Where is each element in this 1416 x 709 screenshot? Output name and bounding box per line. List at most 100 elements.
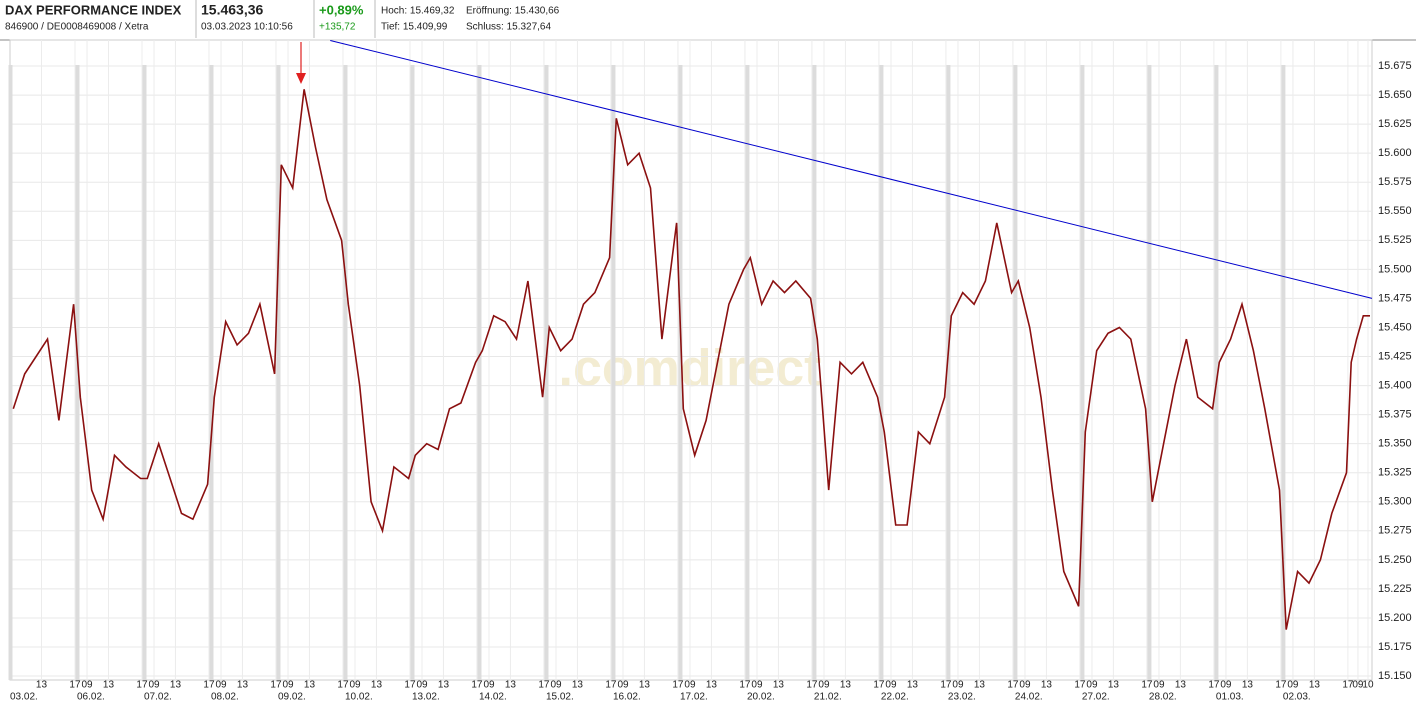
x-tick-label: 17 <box>203 680 215 691</box>
day-separator <box>1147 65 1152 680</box>
day-separator <box>946 65 951 680</box>
x-tick-label: 09 <box>483 680 495 691</box>
subtitle: 846900 / DE0008469008 / Xetra <box>5 22 149 33</box>
y-tick-label: 15.175 <box>1378 641 1412 653</box>
x-tick-label: 13 <box>103 680 115 691</box>
x-tick-label: 17 <box>538 680 550 691</box>
y-tick-label: 15.650 <box>1378 89 1412 101</box>
x-tick-label: 13 <box>304 680 316 691</box>
change-pct: +0,89% <box>319 2 364 17</box>
close: Schluss: 15.327,64 <box>466 22 551 33</box>
y-tick-label: 15.575 <box>1378 176 1412 188</box>
x-tick-label: 13 <box>170 680 182 691</box>
x-tick-label: 09 <box>215 680 227 691</box>
x-tick-label: 17 <box>471 680 483 691</box>
y-tick-label: 15.425 <box>1378 350 1412 362</box>
day-separator <box>1281 65 1286 680</box>
y-tick-label: 15.350 <box>1378 438 1412 450</box>
day-separator <box>678 65 683 680</box>
date-label: 08.02. <box>211 692 239 703</box>
x-tick-label: 13 <box>773 680 785 691</box>
x-tick-label: 17 <box>404 680 416 691</box>
y-tick-label: 15.675 <box>1378 60 1412 72</box>
y-tick-label: 15.300 <box>1378 496 1412 508</box>
x-tick-label: 13 <box>36 680 48 691</box>
day-separator <box>8 65 13 680</box>
x-tick-label: 13 <box>371 680 383 691</box>
x-tick-label: 13 <box>1041 680 1053 691</box>
x-tick-label: 13 <box>706 680 718 691</box>
x-tick-label: 09 <box>1287 680 1299 691</box>
x-tick-label: 09 <box>550 680 562 691</box>
x-tick-label: 09 <box>617 680 629 691</box>
y-tick-label: 15.550 <box>1378 205 1412 217</box>
x-tick-label: 17 <box>1141 680 1153 691</box>
day-separator <box>343 65 348 680</box>
plot-frame <box>9 39 1373 681</box>
x-tick-label: 13 <box>907 680 919 691</box>
x-tick-label: 09 <box>684 680 696 691</box>
y-tick-label: 15.250 <box>1378 554 1412 566</box>
date-label: 15.02. <box>546 692 574 703</box>
day-separator <box>276 65 281 680</box>
high: Hoch: 15.469,32 <box>381 6 455 17</box>
x-tick-label: 13 <box>639 680 651 691</box>
y-tick-label: 15.150 <box>1378 670 1412 682</box>
header-bg <box>0 0 1416 40</box>
plot: .comdirect15.15015.17515.20015.22515.250… <box>8 39 1412 703</box>
x-tick-label: 09 <box>751 680 763 691</box>
arrow-head <box>296 73 306 84</box>
x-tick-label: 17 <box>940 680 952 691</box>
x-tick-label: 17 <box>136 680 148 691</box>
x-tick-label: 09 <box>282 680 294 691</box>
date-label: 28.02. <box>1149 692 1177 703</box>
x-tick-label: 17 <box>1074 680 1086 691</box>
x-tick-label: 09 <box>148 680 160 691</box>
x-tick-label: 09 <box>1352 680 1364 691</box>
y-tick-label: 15.325 <box>1378 467 1412 479</box>
x-tick-label: 17 <box>337 680 349 691</box>
low: Tief: 15.409,99 <box>381 22 448 33</box>
day-separator <box>1214 65 1219 680</box>
day-separator <box>410 65 415 680</box>
date-label: 24.02. <box>1015 692 1043 703</box>
date-label: 17.02. <box>680 692 708 703</box>
day-separator <box>1013 65 1018 680</box>
x-tick-label: 13 <box>974 680 986 691</box>
date-label: 03.02. <box>10 692 38 703</box>
y-tick-label: 15.200 <box>1378 612 1412 624</box>
y-tick-label: 15.275 <box>1378 525 1412 537</box>
y-tick-label: 15.600 <box>1378 147 1412 159</box>
date-label: 06.02. <box>77 692 105 703</box>
x-tick-label: 17 <box>605 680 617 691</box>
x-tick-label: 17 <box>739 680 751 691</box>
day-separator <box>1080 65 1085 680</box>
y-tick-label: 15.375 <box>1378 409 1412 421</box>
date-label: 09.02. <box>278 692 306 703</box>
price-line <box>12 89 1370 630</box>
day-separator <box>745 65 750 680</box>
y-tick-label: 15.400 <box>1378 379 1412 391</box>
day-separator <box>209 65 214 680</box>
date-label: 21.02. <box>814 692 842 703</box>
day-separator <box>544 65 549 680</box>
x-tick-label: 17 <box>873 680 885 691</box>
x-tick-label: 13 <box>840 680 852 691</box>
timestamp: 03.03.2023 10:10:56 <box>201 22 293 33</box>
x-tick-label: 13 <box>1242 680 1254 691</box>
x-tick-label: 17 <box>1208 680 1220 691</box>
date-label: 01.03. <box>1216 692 1244 703</box>
x-tick-label: 17 <box>672 680 684 691</box>
x-tick-label: 09 <box>1086 680 1098 691</box>
price: 15.463,36 <box>201 2 263 18</box>
x-tick-label: 13 <box>237 680 249 691</box>
day-separator <box>75 65 80 680</box>
x-tick-label: 09 <box>952 680 964 691</box>
day-separator <box>611 65 616 680</box>
date-label: 22.02. <box>881 692 909 703</box>
title: DAX PERFORMANCE INDEX <box>5 2 182 17</box>
date-label: 10.02. <box>345 692 373 703</box>
date-label: 07.02. <box>144 692 172 703</box>
